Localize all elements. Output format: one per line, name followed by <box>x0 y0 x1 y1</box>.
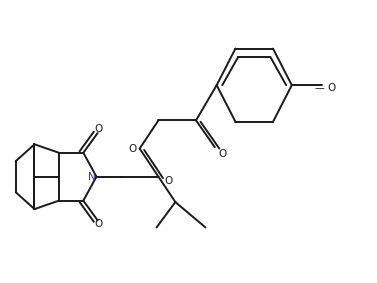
Text: O: O <box>219 149 227 159</box>
Text: O: O <box>129 144 137 154</box>
Text: O: O <box>328 83 336 93</box>
Text: O: O <box>95 219 103 229</box>
Text: O: O <box>95 125 103 134</box>
Text: O: O <box>165 177 173 186</box>
Text: —: — <box>315 83 325 93</box>
Text: N: N <box>88 172 96 182</box>
